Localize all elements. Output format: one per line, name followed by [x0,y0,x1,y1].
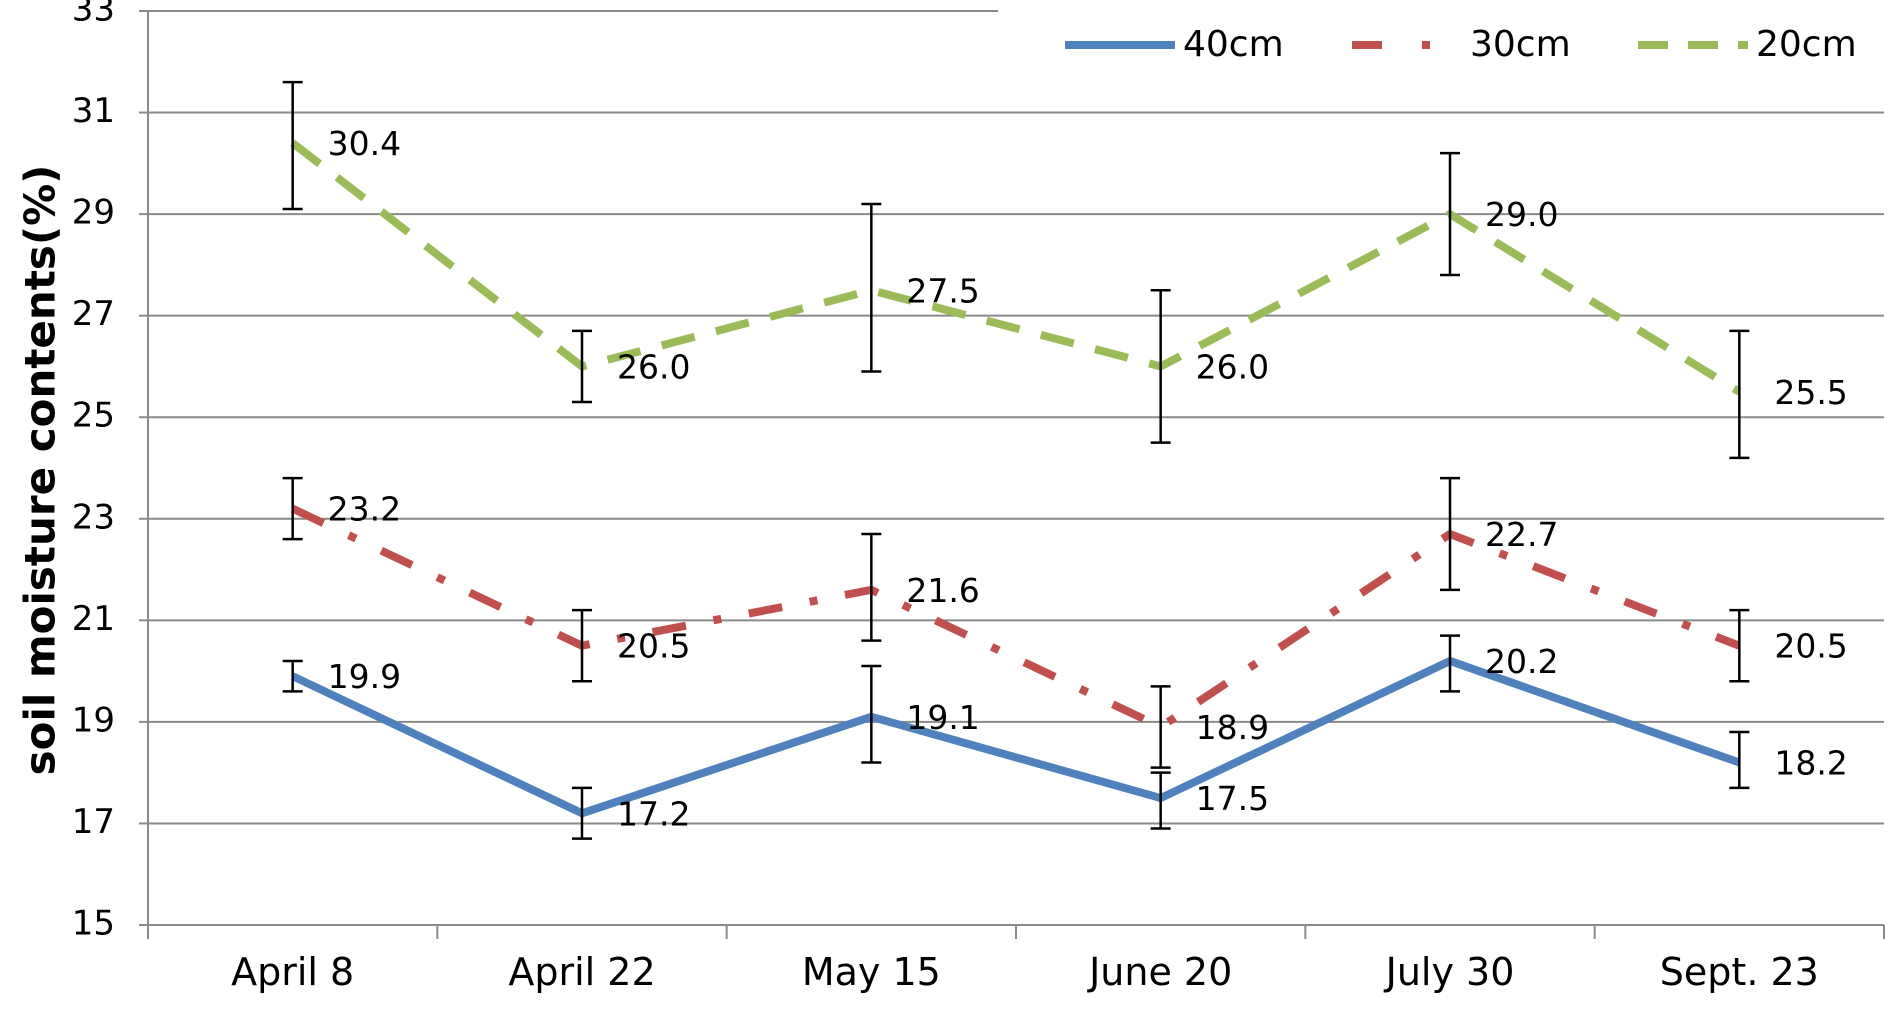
y-tick-label: 23 [72,497,115,537]
error-bar [282,80,303,211]
data-label: 26.0 [1196,347,1269,386]
y-tick-label: 31 [72,91,115,131]
y-tick-label: 19 [72,700,115,740]
x-tick-label: Sept. 23 [1660,950,1819,994]
y-tick-label: 15 [72,904,115,944]
error-bar [861,532,882,642]
series-line-40cm [290,656,1741,818]
data-label: 23.2 [328,490,401,529]
error-bar [282,659,303,693]
x-tick-label: April 8 [231,950,354,994]
y-tick-label: 21 [72,599,115,639]
x-tick-label: July 30 [1384,950,1515,994]
x-tick-label: May 15 [802,950,941,994]
error-bar [1729,730,1750,790]
y-tick-label: 29 [72,193,115,233]
data-label: 18.2 [1774,744,1847,783]
error-bar [1440,634,1460,693]
data-label: 25.5 [1774,373,1847,412]
x-tick-label: June 20 [1087,950,1232,994]
data-labels: 19.9 17.2 19.1 17.5 20.2 18.2 23.2 20.5 21.6 18.9… [328,124,1848,833]
legend-item-30cm: 30cm [1352,24,1571,65]
error-bar [861,664,882,764]
y-tick-label: 27 [72,294,115,334]
error-bar [572,608,592,683]
y-tick-label: 33 [72,0,115,30]
error-bar [861,202,882,373]
x-tick-labels: April 8 April 22 May 15 June 20 July 30 Sept.… [231,950,1819,994]
error-bar [1729,608,1750,683]
data-label: 22.7 [1485,515,1558,554]
grid-lines [148,10,1884,825]
error-bar [1440,476,1460,592]
error-bar [1150,771,1171,830]
x-tick-label: April 22 [508,950,655,994]
data-label: 17.5 [1196,779,1269,818]
error-bar [572,786,592,840]
legend: 40cm 30cm 20cm [1065,24,1857,65]
y-tick-labels: 15 17 19 21 23 25 27 29 31 33 [72,0,115,944]
data-label: 29.0 [1485,195,1558,234]
data-label: 20.5 [617,627,690,666]
error-bars [282,80,1750,840]
legend-label: 40cm [1183,24,1284,65]
legend-label: 30cm [1470,24,1571,65]
data-label: 21.6 [906,571,979,610]
error-bar [1150,685,1171,769]
y-tick-label: 25 [72,396,115,436]
error-bar [1729,329,1750,460]
error-bar [572,329,592,404]
data-label: 17.2 [617,794,690,833]
error-bar [1150,289,1171,444]
data-label: 30.4 [328,124,401,163]
axes [139,10,1885,939]
y-tick-label: 17 [72,802,115,842]
legend-item-20cm: 20cm [1638,24,1857,65]
series-lines [290,139,1742,818]
data-label: 19.1 [906,698,979,737]
error-bar [282,476,303,541]
data-label: 19.9 [328,657,401,696]
data-label: 26.0 [617,347,690,386]
data-label: 20.2 [1485,642,1558,681]
data-label: 20.5 [1774,627,1847,666]
error-bar [1440,151,1460,277]
y-axis-title: soil moisture contents(%) [16,165,65,776]
series-line-20cm [290,139,1742,396]
legend-item-40cm: 40cm [1065,24,1284,65]
data-label: 18.9 [1196,708,1269,747]
legend-label: 20cm [1756,24,1857,65]
data-label: 27.5 [906,271,979,310]
